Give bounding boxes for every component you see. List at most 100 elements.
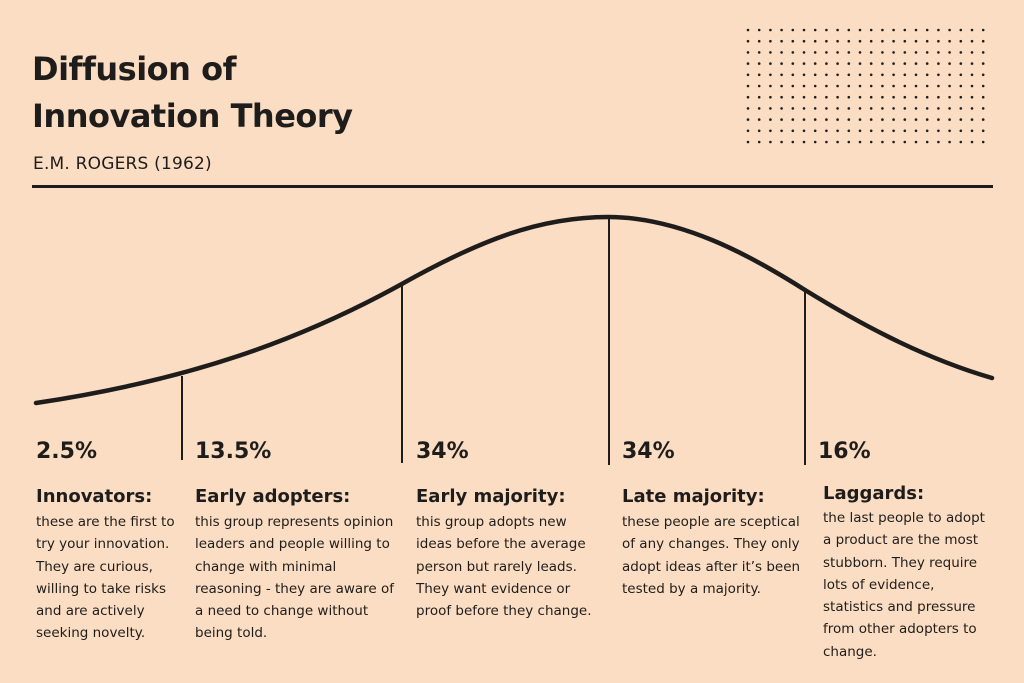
pattern-dot — [769, 118, 772, 121]
pattern-dot — [836, 140, 839, 144]
pattern-dot — [847, 62, 851, 65]
pattern-dot — [802, 118, 806, 121]
pattern-dot — [858, 51, 862, 54]
pattern-dot — [813, 95, 817, 99]
pattern-dot — [746, 62, 750, 65]
pattern-dot — [925, 73, 929, 77]
pattern-dot — [769, 73, 772, 77]
pattern-dot — [881, 84, 884, 88]
pattern-dot — [892, 129, 895, 133]
pattern-dot — [769, 51, 772, 54]
pattern-dot — [892, 84, 895, 88]
pattern-dot — [948, 62, 951, 65]
pattern-dot — [881, 51, 884, 54]
pattern-dot — [813, 51, 817, 54]
pattern-dot — [914, 62, 918, 65]
pattern-dot — [925, 129, 929, 133]
pattern-dot — [813, 84, 817, 88]
pattern-dot — [746, 84, 750, 88]
pattern-dot — [847, 28, 851, 32]
pattern-dot — [769, 84, 772, 88]
pattern-dot — [780, 84, 783, 88]
pattern-dot — [869, 39, 873, 43]
pattern-dot — [925, 84, 929, 88]
pattern-dot — [948, 51, 951, 54]
pattern-dot — [769, 95, 772, 99]
pattern-dot — [836, 51, 839, 54]
pattern-dot — [825, 62, 828, 65]
pattern-dot — [959, 62, 963, 65]
pattern-dot — [780, 51, 783, 54]
pattern-dot — [836, 84, 839, 88]
pattern-dot — [858, 95, 862, 99]
pattern-dot — [858, 129, 862, 133]
pattern-dot — [937, 73, 940, 77]
pattern-dot — [791, 39, 795, 43]
pattern-dot — [937, 84, 940, 88]
pattern-dot — [914, 107, 918, 110]
pattern-dot — [858, 62, 862, 65]
pattern-dot — [836, 107, 839, 110]
pattern-dot — [892, 95, 895, 99]
pattern-dot — [903, 118, 907, 121]
pattern-dot — [914, 95, 918, 99]
pattern-dot — [948, 28, 951, 32]
pattern-dot — [981, 129, 985, 133]
pattern-dot — [825, 73, 828, 77]
pattern-dot — [892, 51, 895, 54]
pattern-dot — [970, 62, 974, 65]
adoption-bell-curve — [33, 214, 995, 406]
pattern-dot — [746, 140, 750, 144]
pattern-dot — [825, 107, 828, 110]
pattern-dot — [780, 39, 783, 43]
pattern-dot — [937, 39, 940, 43]
pattern-dot — [780, 107, 783, 110]
pattern-dot — [825, 95, 828, 99]
pattern-dot — [892, 73, 895, 77]
pattern-dot — [791, 62, 795, 65]
innovators-label: Innovators: — [36, 486, 153, 507]
pattern-dot — [925, 28, 929, 32]
pattern-dot — [892, 39, 895, 43]
pattern-dot — [746, 51, 750, 54]
pattern-dot — [914, 84, 918, 88]
pattern-dot — [825, 140, 828, 144]
pattern-dot — [802, 51, 806, 54]
pattern-dot — [892, 118, 895, 121]
pattern-dot — [746, 39, 750, 43]
pattern-dot — [780, 62, 783, 65]
pattern-dot — [757, 39, 761, 43]
pattern-dot — [914, 39, 918, 43]
pattern-dot — [813, 129, 817, 133]
pattern-dot — [791, 118, 795, 121]
pattern-dot — [813, 107, 817, 110]
pattern-dot — [791, 107, 795, 110]
pattern-dot — [836, 118, 839, 121]
late-majority-description: these people are sceptical of any change… — [622, 514, 801, 597]
pattern-dot — [959, 140, 963, 144]
pattern-dot — [869, 129, 873, 133]
pattern-dot — [892, 107, 895, 110]
pattern-dot — [981, 62, 985, 65]
pattern-dot — [802, 73, 806, 77]
pattern-dot — [780, 73, 783, 77]
pattern-dot — [925, 95, 929, 99]
pattern-dot — [937, 140, 940, 144]
innovators-percent: 2.5% — [36, 439, 98, 464]
pattern-dot — [903, 84, 907, 88]
pattern-dot — [847, 51, 851, 54]
pattern-dot — [959, 107, 963, 110]
pattern-dot — [903, 39, 907, 43]
pattern-dot — [959, 28, 963, 32]
pattern-dot — [970, 118, 974, 121]
pattern-dot — [791, 95, 795, 99]
pattern-dot — [802, 95, 806, 99]
pattern-dot — [948, 84, 951, 88]
pattern-dot — [925, 140, 929, 144]
title-line-1: Diffusion of — [32, 50, 236, 88]
pattern-dot — [757, 73, 761, 77]
pattern-dot — [981, 118, 985, 121]
pattern-dot — [881, 107, 884, 110]
pattern-dot — [825, 84, 828, 88]
